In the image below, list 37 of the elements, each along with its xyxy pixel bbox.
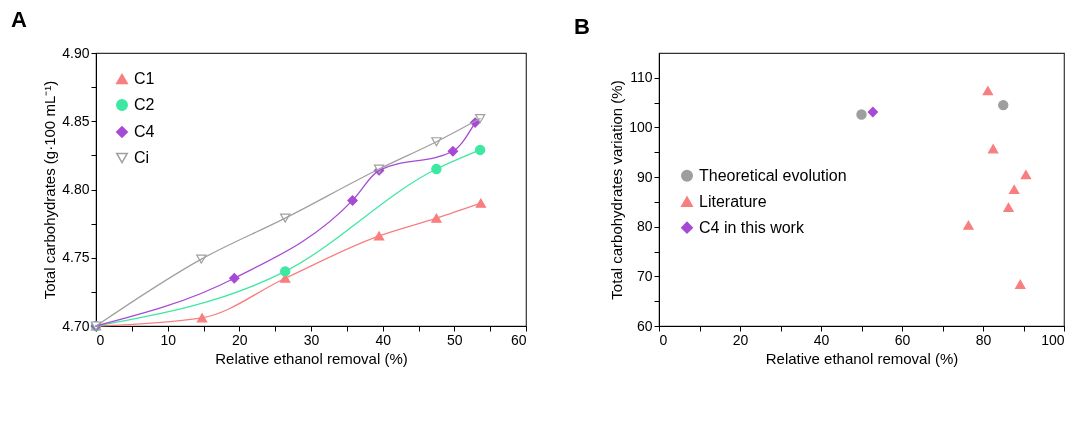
y-tick-label: 70 [636,267,653,284]
x-tick-label: 0 [659,331,668,348]
legend-label: C1 [134,70,155,87]
legend-label: Theoretical evolution [699,166,847,184]
x-tick-label: 40 [375,331,392,348]
x-tick-label: 100 [1041,331,1065,348]
y-tick-label: 4.90 [62,44,90,61]
legend-label: C4 in this work [699,218,805,236]
x-tick-label: 60 [894,331,911,348]
chart-title: B [574,14,590,39]
x-axis-title: Relative ethanol removal (%) [215,349,408,367]
y-tick-label: 90 [636,168,653,185]
y-tick-label: 4.70 [62,317,90,334]
x-tick-label: 20 [732,331,749,348]
chart-title: A [11,7,27,32]
y-axis-title: Total carbohydrates (g·100 mL⁻¹) [41,80,59,300]
y-tick-label: 100 [629,118,653,135]
y-tick-label: 4.75 [62,249,90,266]
x-tick-label: 80 [975,331,992,348]
y-tick-label: 80 [636,218,653,235]
y-tick-label: 4.85 [62,112,90,129]
x-tick-label: 40 [813,331,830,348]
x-tick-label: 0 [96,331,105,348]
legend-label: Literature [699,192,767,210]
legend-label: C2 [134,96,155,113]
y-tick-label: 4.80 [62,181,90,197]
x-tick-label: 10 [160,331,177,348]
y-tick-label: 110 [630,69,653,86]
x-tick-label: 30 [303,331,320,348]
legend-label: Ci [134,149,150,166]
x-axis-title: Relative ethanol removal (%) [765,349,959,367]
y-axis-title: Total carbohydrates variation (%) [608,80,626,300]
y-tick-label: 60 [636,317,653,334]
x-tick-label: 50 [447,331,463,348]
x-tick-label: 20 [232,331,248,348]
x-tick-label: 60 [510,331,527,348]
legend-label: C4 [134,123,155,140]
